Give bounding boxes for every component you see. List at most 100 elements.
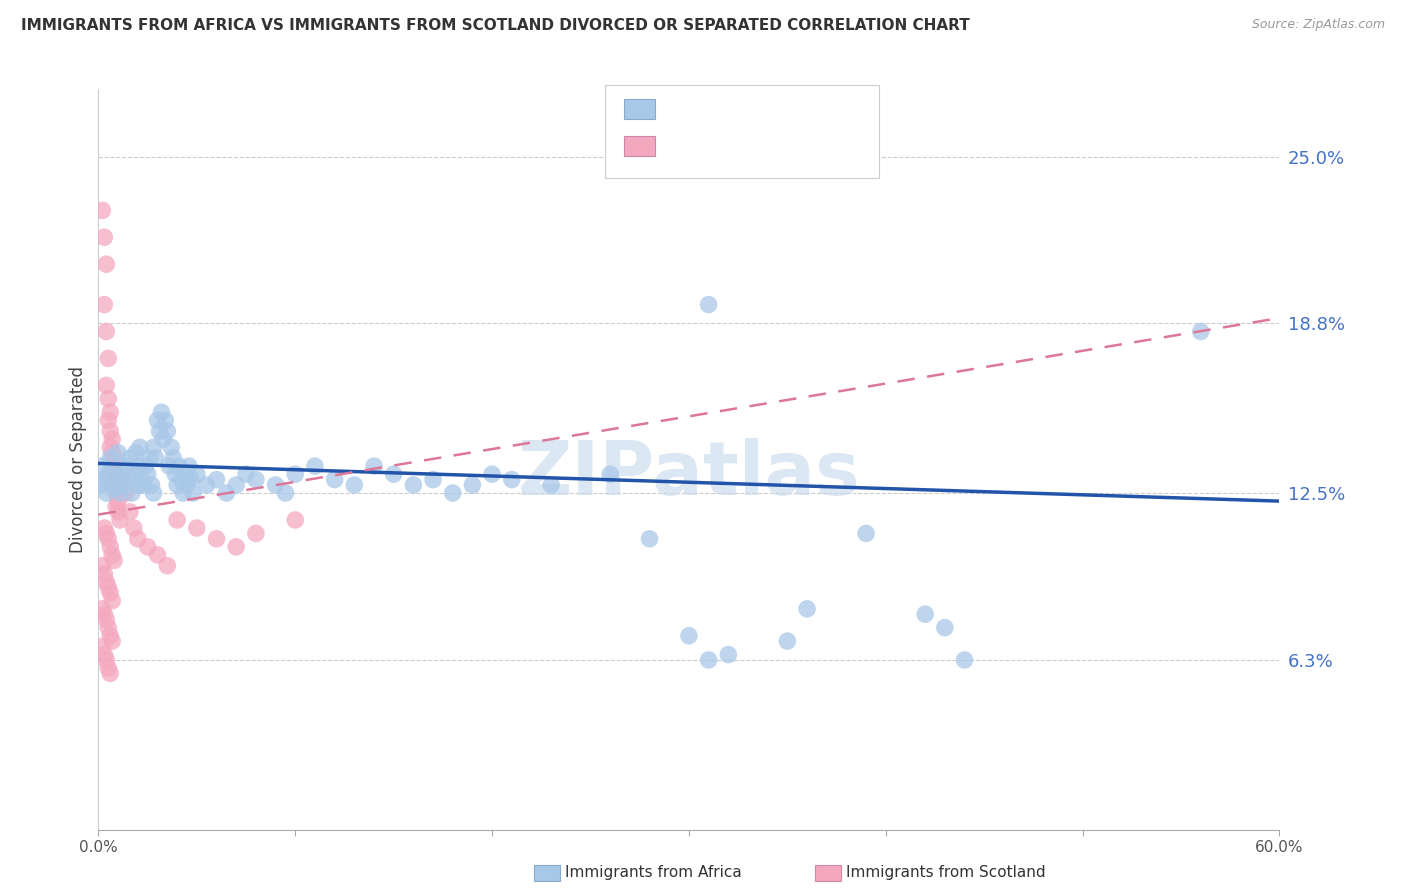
Point [152,432,174,446]
Point [105,500,128,514]
Point [103,465,125,479]
Point [284,513,307,527]
Point [165,467,187,482]
Point [148,424,170,438]
Point [107,505,129,519]
Point [98,405,121,419]
Y-axis label: Divorced or Separated: Divorced or Separated [69,366,87,553]
Text: Source: ZipAtlas.com: Source: ZipAtlas.com [1251,18,1385,31]
Point [131,473,153,487]
Point [112,478,135,492]
Point [98,440,121,454]
Point [97,351,120,366]
Point [540,478,562,492]
Point [103,478,125,492]
Point [118,505,141,519]
Point [105,481,128,495]
Point [953,653,976,667]
Point [142,486,165,500]
Point [155,413,177,427]
Point [225,540,247,554]
Point [108,513,131,527]
Point [678,629,700,643]
Point [264,478,287,492]
Point [235,467,257,482]
Point [107,473,129,487]
Point [127,532,149,546]
Point [160,440,183,454]
Point [141,478,163,492]
Point [103,450,125,465]
Point [111,467,134,482]
Point [145,450,167,465]
Point [934,621,956,635]
Point [382,467,405,482]
Point [97,467,120,482]
Point [167,459,190,474]
Point [122,521,145,535]
Point [855,526,877,541]
Text: 63: 63 [785,136,807,154]
Point [103,467,125,482]
Point [101,432,124,446]
Point [98,424,121,438]
Point [245,526,267,541]
Point [146,548,169,562]
Point [363,459,385,474]
Point [107,445,129,459]
Point [195,478,218,492]
Point [142,440,165,454]
Point [96,653,118,667]
Point [97,580,120,594]
Text: 0.048: 0.048 [700,136,758,154]
Point [101,548,124,562]
Point [176,478,198,492]
Point [481,467,503,482]
Point [1189,325,1212,339]
Point [136,540,159,554]
Point [157,459,180,474]
Point [93,230,115,244]
Point [107,494,129,508]
Point [172,486,194,500]
Text: Immigrants from Scotland: Immigrants from Scotland [846,865,1046,880]
Point [103,553,125,567]
Point [697,297,720,311]
Point [180,473,202,487]
Point [97,392,120,406]
Point [101,634,124,648]
Point [96,378,118,392]
Text: Immigrants from Africa: Immigrants from Africa [565,865,742,880]
Point [186,521,208,535]
Point [166,478,188,492]
Point [121,486,143,500]
Point [115,459,138,474]
Point [111,478,134,492]
Point [215,486,238,500]
Point [174,467,197,482]
Point [97,621,120,635]
Point [717,648,740,662]
Point [122,467,145,482]
Point [96,257,118,271]
Point [156,558,179,573]
Point [186,467,208,482]
Point [138,450,160,465]
Point [125,445,148,459]
Point [441,486,464,500]
Point [105,473,128,487]
Point [101,593,124,607]
Point [776,634,799,648]
Point [166,513,188,527]
Point [101,445,124,459]
Point [101,478,124,492]
Point [101,459,124,474]
Point [284,467,307,482]
Point [501,473,523,487]
Point [105,486,128,500]
Point [132,478,155,492]
Text: IMMIGRANTS FROM AFRICA VS IMMIGRANTS FROM SCOTLAND DIVORCED OR SEPARATED CORRELA: IMMIGRANTS FROM AFRICA VS IMMIGRANTS FRO… [21,18,970,33]
Point [93,521,115,535]
Point [93,473,115,487]
Point [93,297,115,311]
